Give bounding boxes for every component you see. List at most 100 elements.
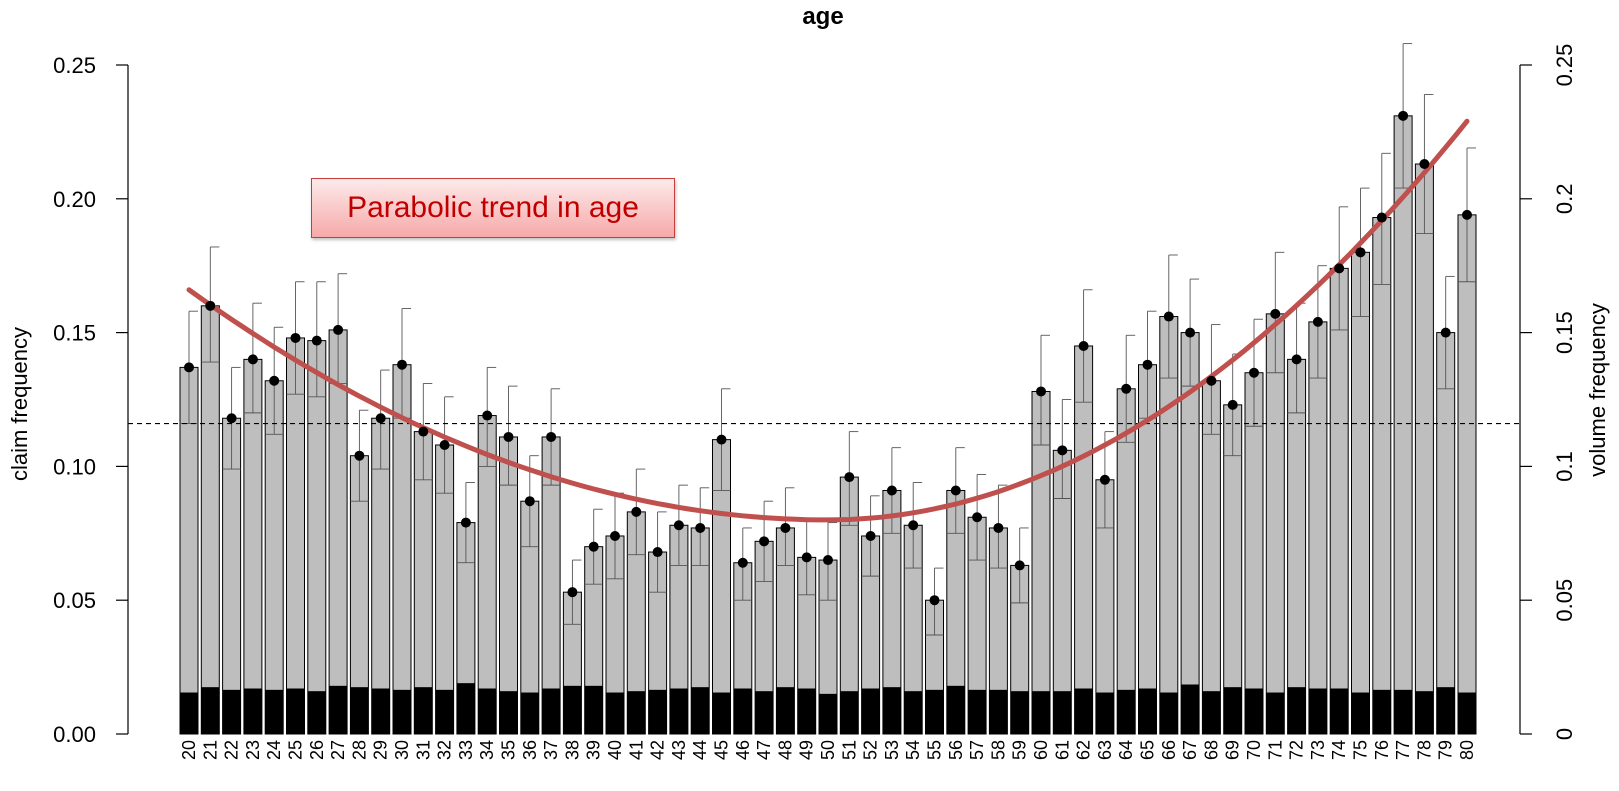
x-tick-label: 46 xyxy=(733,740,753,760)
bar xyxy=(1351,251,1370,735)
data-point xyxy=(311,335,322,346)
right-axis: 0 0.05 0.1 0.15 0.2 0.25 xyxy=(1519,44,1577,740)
x-tick-label: 76 xyxy=(1372,740,1392,760)
x-tick-label: 59 xyxy=(1010,740,1030,760)
x-tick-label: 75 xyxy=(1351,740,1371,760)
x-tick-label: 36 xyxy=(520,740,540,760)
volume-bar xyxy=(882,687,901,734)
data-point xyxy=(716,434,727,445)
x-tick-label: 54 xyxy=(903,740,923,760)
x-tick-label: 56 xyxy=(946,740,966,760)
volume-bar xyxy=(1159,692,1178,734)
volume-bar xyxy=(968,689,987,734)
bar xyxy=(286,337,305,735)
x-tick-label: 68 xyxy=(1201,740,1221,760)
y2-tick-label: 0 xyxy=(1552,728,1577,740)
data-point xyxy=(823,555,833,566)
volume-bar xyxy=(819,693,837,734)
x-tick-label: 38 xyxy=(562,740,582,760)
data-point xyxy=(673,520,684,531)
data-point xyxy=(354,450,365,461)
bar xyxy=(1074,345,1094,735)
left-axis: 0.00 0.05 0.10 0.15 0.20 0.25 xyxy=(53,53,129,747)
x-tick-label: 60 xyxy=(1031,740,1051,760)
data-point xyxy=(226,413,237,424)
data-point xyxy=(1419,159,1430,170)
volume-bar xyxy=(691,687,710,734)
x-tick-label: 62 xyxy=(1074,740,1094,760)
data-point xyxy=(567,587,578,598)
volume-bar xyxy=(243,688,262,734)
x-tick-label: 30 xyxy=(392,740,412,760)
data-point xyxy=(460,517,471,528)
data-point xyxy=(695,522,706,533)
data-point xyxy=(1334,263,1345,274)
x-tick-label: 55 xyxy=(925,740,945,760)
volume-bar xyxy=(1138,688,1157,734)
volume-bar xyxy=(755,691,774,734)
data-point xyxy=(1227,399,1238,410)
bar xyxy=(1287,358,1307,735)
volume-bar xyxy=(414,687,433,734)
data-point xyxy=(588,541,599,552)
data-point xyxy=(610,530,620,541)
bar xyxy=(1393,115,1413,735)
x-tick-label: 29 xyxy=(371,740,391,760)
x-tick-label: 80 xyxy=(1457,740,1477,760)
volume-bar xyxy=(1287,687,1306,734)
data-point xyxy=(801,552,812,563)
data-point xyxy=(184,362,194,373)
volume-bar xyxy=(499,691,518,734)
x-tick-label: 22 xyxy=(222,740,242,760)
bar xyxy=(1372,217,1392,735)
data-point xyxy=(247,354,258,365)
volume-bar xyxy=(1415,691,1434,734)
volume-bar xyxy=(1010,691,1029,734)
bar xyxy=(1244,372,1264,735)
volume-bar xyxy=(265,689,284,734)
volume-bar xyxy=(733,688,752,734)
data-point xyxy=(1185,327,1196,338)
data-point xyxy=(397,359,407,370)
y-tick-label: 0.10 xyxy=(53,454,96,479)
volume-bar xyxy=(946,685,965,734)
volume-bar xyxy=(861,688,880,734)
volume-bar xyxy=(1095,692,1114,734)
data-point xyxy=(1462,209,1472,220)
y-tick-label: 0.25 xyxy=(53,53,96,78)
y-axis-label: claim frequency xyxy=(7,327,32,481)
volume-bar xyxy=(329,685,348,734)
data-point xyxy=(1291,354,1302,365)
x-tick-label: 21 xyxy=(200,740,220,760)
trend-curve xyxy=(186,118,1470,523)
bar xyxy=(1308,321,1328,735)
bar xyxy=(1414,163,1434,735)
chart-title: age xyxy=(802,3,843,30)
data-point xyxy=(908,520,919,531)
y-tick-label: 0.00 xyxy=(53,722,96,747)
x-tick-label: 40 xyxy=(605,740,625,760)
x-tick-label: 26 xyxy=(307,740,327,760)
volume-bar xyxy=(1266,692,1285,734)
x-tick-label: 50 xyxy=(818,740,838,760)
data-point xyxy=(269,375,280,386)
volume-bar xyxy=(989,689,1008,734)
x-tick-label: 48 xyxy=(775,740,795,760)
volume-bar xyxy=(286,688,305,734)
data-point xyxy=(1142,359,1153,370)
data-point xyxy=(482,410,493,421)
x-tick-label: 57 xyxy=(967,740,987,760)
data-point xyxy=(1014,560,1025,571)
x-tick-label: 20 xyxy=(179,740,199,760)
data-point xyxy=(1206,375,1217,386)
y2-axis-label: volume frequency xyxy=(1585,303,1610,477)
x-tick-label: 77 xyxy=(1393,740,1413,760)
volume-bar xyxy=(606,692,624,734)
volume-bar xyxy=(180,692,198,734)
data-point xyxy=(1249,367,1259,378)
volume-bar xyxy=(350,687,369,734)
volume-bar xyxy=(456,683,475,734)
x-tick-label: 78 xyxy=(1414,740,1434,760)
x-axis: 20 21 22 23 24 25 26 27 28 29 30 31 32 33 34 35 36 37 38 39… xyxy=(179,740,1477,760)
